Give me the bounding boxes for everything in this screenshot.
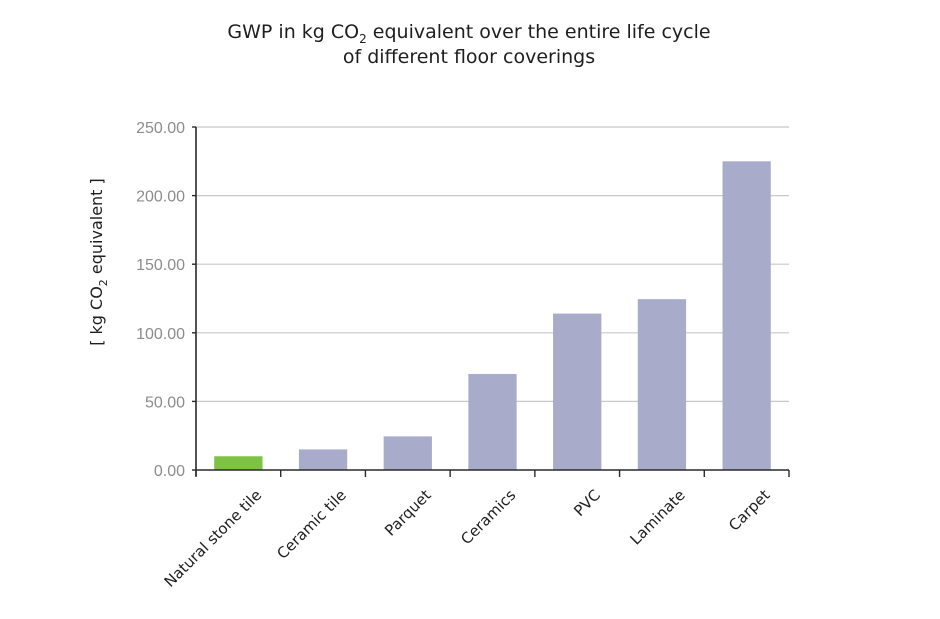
bar-parquet bbox=[383, 436, 432, 470]
bar-ceramic-tile bbox=[298, 449, 348, 470]
chart-title: GWP in kg CO2 equivalent over the entire… bbox=[227, 21, 710, 68]
y-axis-label-text: [ kg CO2 equivalent ] bbox=[87, 178, 110, 346]
y-tick-labels: 0.00 50.00 100.00 150.00 200.00 250.00 bbox=[136, 120, 185, 480]
bar-ceramics bbox=[468, 373, 517, 470]
x-tick-label: Laminate bbox=[626, 486, 688, 548]
gridlines bbox=[196, 126, 789, 402]
y-tick-label: 0.00 bbox=[154, 463, 185, 480]
x-tick-labels: Natural stone tile Ceramic tile Parquet Cer… bbox=[161, 486, 774, 591]
y-axis-label-subscript: 2 bbox=[97, 279, 110, 286]
chart-title-line-2: of different floor coverings bbox=[343, 46, 595, 68]
axes bbox=[192, 126, 790, 477]
x-tick-label: Ceramic tile bbox=[273, 486, 350, 563]
x-tick-label: PVC bbox=[570, 486, 604, 520]
bars bbox=[214, 161, 771, 471]
bar-natural-stone-tile bbox=[214, 456, 263, 470]
y-tick-label: 100.00 bbox=[136, 326, 185, 343]
bar-pvc bbox=[553, 313, 602, 470]
x-tick-label: Parquet bbox=[381, 486, 435, 540]
x-tick-label: Natural stone tile bbox=[161, 486, 266, 591]
y-tick-label: 150.00 bbox=[136, 257, 185, 274]
x-tick-label: Ceramics bbox=[457, 486, 519, 548]
y-tick-label: 250.00 bbox=[136, 120, 185, 137]
x-tick-label: Carpet bbox=[725, 486, 773, 534]
bar-laminate bbox=[637, 299, 687, 470]
y-axis-label: [ kg CO2 equivalent ] bbox=[87, 178, 110, 346]
chart-title-line-1: GWP in kg CO2 equivalent over the entire… bbox=[227, 21, 710, 46]
chart-title-subscript: 2 bbox=[359, 32, 367, 46]
y-tick-label: 50.00 bbox=[145, 394, 185, 411]
bar-carpet bbox=[722, 161, 771, 471]
y-tick-label: 200.00 bbox=[136, 189, 185, 206]
